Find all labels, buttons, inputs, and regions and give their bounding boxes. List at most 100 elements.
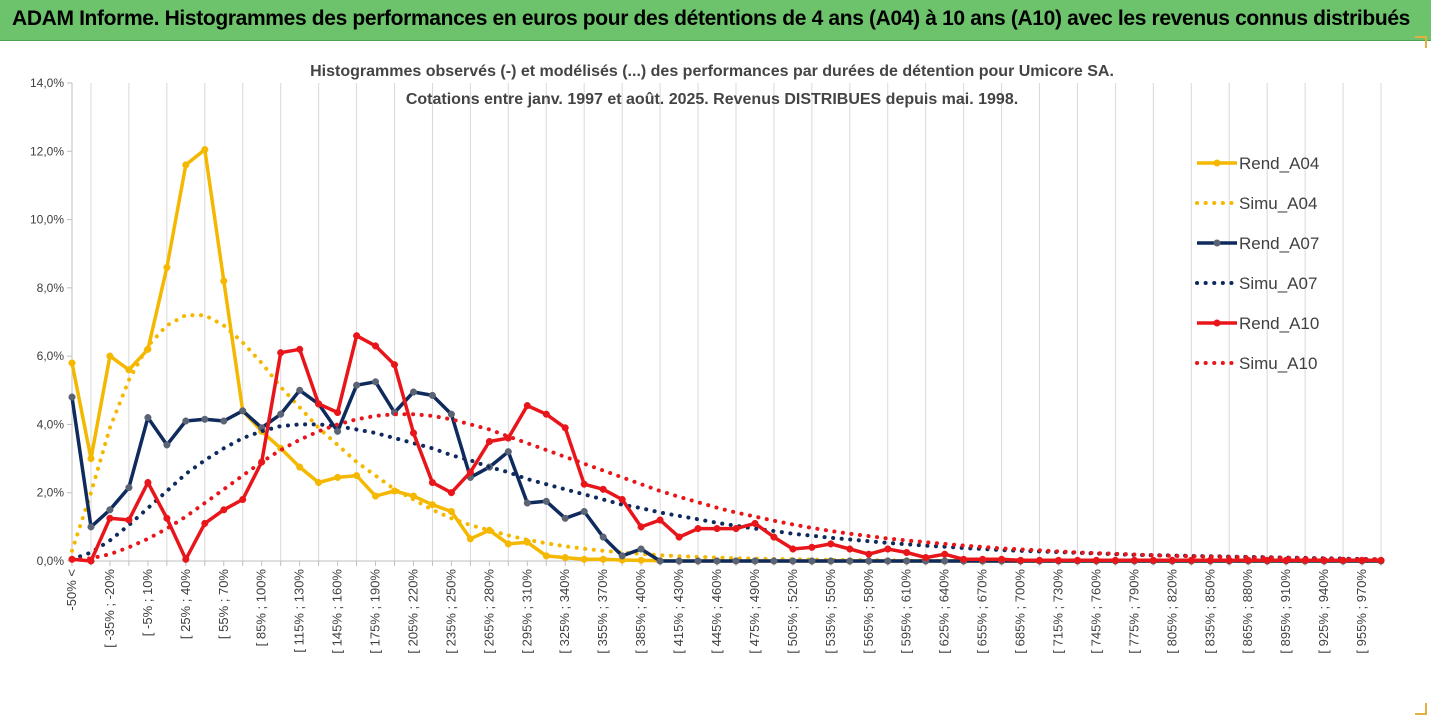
series-line bbox=[70, 422, 1383, 562]
data-point bbox=[694, 525, 702, 533]
series-simu-a10 bbox=[70, 412, 1383, 563]
data-point bbox=[1149, 556, 1157, 564]
x-tick-label: [ 115% ; 130% bbox=[292, 569, 307, 653]
series-rend-a04 bbox=[68, 146, 1385, 565]
x-tick-label: [ 865% ; 880% bbox=[1240, 569, 1255, 654]
data-point bbox=[618, 495, 626, 504]
x-tick-label: [ 85% ; 100% bbox=[254, 569, 269, 647]
x-tick-label: [ 475% ; 490% bbox=[747, 569, 762, 654]
data-point bbox=[201, 146, 209, 154]
data-point bbox=[409, 429, 418, 437]
data-point bbox=[903, 557, 911, 565]
x-tick-label: [ 25% ; 40% bbox=[178, 569, 193, 640]
legend-marker bbox=[1213, 319, 1221, 327]
data-point bbox=[1111, 556, 1119, 564]
data-point bbox=[903, 548, 911, 557]
report-banner: ADAM Informe. Histogrammes des performan… bbox=[0, 0, 1431, 41]
data-point bbox=[447, 507, 455, 516]
data-point bbox=[353, 472, 361, 480]
series-line bbox=[70, 380, 1381, 563]
data-point bbox=[68, 359, 76, 367]
data-point bbox=[371, 378, 380, 386]
legend-label: Simu_A07 bbox=[1239, 274, 1317, 293]
data-point bbox=[220, 277, 228, 285]
data-point bbox=[580, 507, 588, 516]
legend-label: Simu_A04 bbox=[1239, 194, 1317, 213]
selection-corner-top-right bbox=[1415, 36, 1427, 48]
data-point bbox=[656, 516, 664, 524]
data-point bbox=[618, 552, 626, 560]
data-point bbox=[220, 506, 228, 514]
x-tick-label: [ 445% ; 460% bbox=[709, 569, 724, 654]
y-tick-label: 8,0% bbox=[37, 281, 65, 295]
legend-marker bbox=[1213, 159, 1221, 167]
data-point bbox=[941, 550, 949, 558]
data-point bbox=[334, 427, 342, 435]
data-point bbox=[770, 557, 778, 565]
data-point bbox=[106, 514, 114, 522]
x-tick-label: [ 925% ; 940% bbox=[1316, 569, 1331, 654]
legend-item: Rend_A07 bbox=[1197, 234, 1319, 253]
data-point bbox=[390, 361, 399, 369]
data-point bbox=[315, 400, 323, 408]
selection-corner-bottom-right bbox=[1415, 703, 1427, 715]
data-point bbox=[428, 501, 436, 509]
legend-item: Rend_A04 bbox=[1197, 154, 1319, 173]
x-tick-label: [ -5% ; 10% bbox=[140, 569, 155, 637]
data-point bbox=[637, 545, 645, 553]
data-point bbox=[675, 557, 683, 565]
data-point bbox=[922, 554, 930, 562]
series-line bbox=[70, 147, 1381, 563]
data-point bbox=[865, 550, 873, 558]
data-point bbox=[675, 533, 683, 541]
data-point bbox=[808, 557, 816, 565]
report-title: ADAM Informe. Histogrammes des performan… bbox=[12, 7, 1410, 30]
x-tick-label: [ 55% ; 70% bbox=[216, 569, 231, 640]
data-point bbox=[694, 557, 702, 565]
x-tick-label: [ 595% ; 610% bbox=[899, 569, 914, 654]
data-point bbox=[542, 497, 550, 505]
data-point bbox=[125, 516, 133, 524]
data-point bbox=[409, 388, 418, 396]
data-point bbox=[125, 366, 133, 374]
data-point bbox=[334, 473, 342, 481]
data-point bbox=[485, 437, 493, 446]
data-point bbox=[296, 463, 304, 471]
legend-item: Simu_A04 bbox=[1195, 194, 1317, 213]
data-point bbox=[220, 417, 228, 425]
data-point bbox=[106, 352, 114, 360]
data-point bbox=[239, 407, 247, 415]
data-point bbox=[998, 555, 1006, 563]
data-point bbox=[1073, 556, 1082, 564]
data-point bbox=[1358, 556, 1366, 564]
x-tick-label: [ 415% ; 430% bbox=[671, 569, 686, 654]
data-point bbox=[447, 410, 455, 418]
x-tick-label: [ 145% ; 160% bbox=[330, 569, 345, 654]
x-tick-label: [ 625% ; 640% bbox=[937, 569, 952, 654]
y-tick-label: 4,0% bbox=[37, 417, 65, 431]
data-point bbox=[713, 525, 721, 533]
series-simu-a07 bbox=[70, 422, 1383, 562]
data-point bbox=[599, 485, 607, 493]
data-point bbox=[941, 557, 949, 565]
data-point bbox=[732, 557, 740, 565]
data-point bbox=[239, 495, 247, 504]
data-point bbox=[163, 514, 171, 522]
series-line bbox=[71, 333, 1381, 563]
y-tick-label: 10,0% bbox=[30, 213, 64, 227]
data-point bbox=[827, 557, 835, 565]
x-tick-label: [ 535% ; 550% bbox=[823, 569, 838, 654]
data-point bbox=[201, 519, 209, 527]
data-point bbox=[542, 410, 550, 418]
data-point bbox=[277, 410, 285, 418]
legend-marker bbox=[1213, 239, 1221, 247]
data-point bbox=[732, 525, 740, 533]
x-tick-label: [ 175% ; 190% bbox=[368, 569, 383, 654]
data-point bbox=[846, 545, 854, 553]
data-point bbox=[637, 556, 645, 564]
data-point bbox=[770, 533, 778, 541]
data-point bbox=[1092, 556, 1100, 564]
data-point bbox=[466, 468, 474, 476]
data-point bbox=[353, 381, 361, 389]
x-tick-label: [ 715% ; 730% bbox=[1050, 569, 1065, 654]
